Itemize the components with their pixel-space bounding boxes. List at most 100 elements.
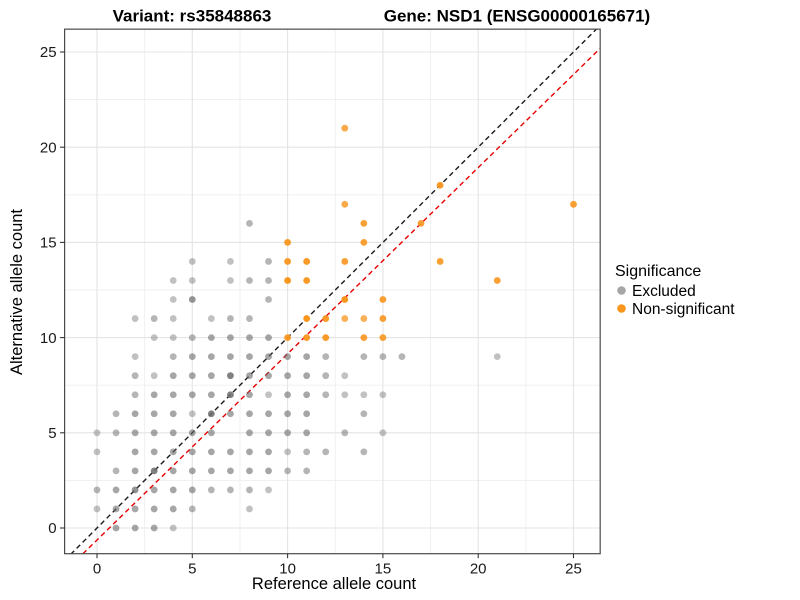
legend-label-non-significant: Non-significant — [632, 301, 735, 318]
x-tick-label: 20 — [470, 561, 487, 578]
data-point — [188, 486, 196, 494]
data-point — [112, 486, 120, 494]
data-point — [341, 124, 349, 132]
data-point — [265, 391, 272, 399]
gridlines-major — [64, 29, 601, 554]
data-point — [227, 391, 234, 399]
data-point — [360, 315, 368, 322]
data-point — [169, 467, 177, 475]
data-point — [188, 334, 196, 341]
data-point — [379, 353, 387, 361]
data-point — [131, 448, 139, 456]
data-point — [379, 315, 387, 322]
data-point — [265, 334, 272, 341]
data-point — [112, 410, 120, 418]
legend-swatch-excluded — [617, 286, 626, 295]
data-point — [227, 277, 234, 284]
data-point — [417, 219, 425, 227]
data-point — [303, 467, 311, 475]
data-point — [207, 486, 215, 494]
data-point — [207, 353, 215, 361]
data-point — [493, 353, 501, 361]
plot-title-gene: Gene: NSD1 (ENSG00000165671) — [384, 7, 650, 26]
data-point — [303, 258, 311, 265]
data-point — [188, 277, 196, 284]
data-point — [246, 486, 253, 494]
data-point — [150, 372, 158, 380]
data-point — [188, 467, 196, 475]
data-point — [341, 429, 349, 437]
data-point — [169, 372, 177, 380]
data-point — [246, 277, 253, 284]
data-point — [207, 429, 215, 437]
data-point — [169, 429, 177, 437]
data-point — [246, 410, 253, 418]
data-point — [207, 448, 215, 456]
data-point — [131, 429, 139, 437]
data-point — [227, 467, 234, 475]
data-point — [379, 391, 387, 399]
data-point — [131, 353, 139, 361]
data-point — [265, 296, 272, 303]
data-point — [169, 410, 177, 418]
data-point — [150, 391, 158, 399]
data-point — [284, 391, 291, 399]
data-point — [169, 334, 177, 341]
data-point — [322, 448, 330, 456]
data-point — [284, 334, 291, 341]
data-point — [112, 429, 120, 437]
data-point — [246, 353, 253, 361]
data-point — [188, 429, 196, 437]
data-point — [436, 258, 444, 265]
data-point — [284, 277, 291, 284]
data-point — [265, 486, 272, 494]
data-point — [303, 277, 311, 284]
data-point — [360, 219, 368, 227]
data-point — [246, 334, 253, 341]
data-point — [322, 353, 330, 361]
data-point — [169, 353, 177, 361]
data-point — [188, 391, 196, 399]
data-point — [207, 315, 215, 322]
data-point — [131, 486, 139, 494]
data-point — [246, 219, 253, 227]
data-point — [207, 391, 215, 399]
data-point — [360, 353, 368, 361]
data-point — [341, 258, 349, 265]
data-point — [265, 353, 272, 361]
data-point — [112, 524, 120, 532]
data-point — [169, 486, 177, 494]
fit-line — [81, 47, 601, 554]
identity-line — [70, 29, 598, 554]
data-point — [207, 334, 215, 341]
data-point — [303, 429, 311, 437]
x-tick-label: 15 — [375, 561, 392, 578]
y-tick-label: 15 — [40, 235, 57, 252]
data-point — [227, 410, 234, 418]
data-point — [379, 296, 387, 303]
data-point — [150, 334, 158, 341]
data-point — [131, 505, 139, 513]
data-point — [93, 505, 101, 513]
y-tick-label: 20 — [40, 139, 57, 156]
legend-swatch-non-significant — [617, 304, 626, 313]
data-point — [379, 429, 387, 437]
y-tick-label: 5 — [48, 425, 56, 442]
data-point — [131, 410, 139, 418]
data-point — [227, 372, 234, 380]
data-point — [246, 467, 253, 475]
data-point — [188, 372, 196, 380]
data-point — [322, 391, 330, 399]
data-point — [131, 391, 139, 399]
data-point — [227, 334, 234, 341]
data-point — [93, 448, 101, 456]
legend-label-excluded: Excluded — [632, 283, 696, 300]
data-point — [112, 505, 120, 513]
data-point — [379, 334, 387, 341]
data-point — [227, 448, 234, 456]
data-point — [169, 524, 177, 532]
points-excluded — [93, 219, 501, 532]
data-point — [150, 486, 158, 494]
